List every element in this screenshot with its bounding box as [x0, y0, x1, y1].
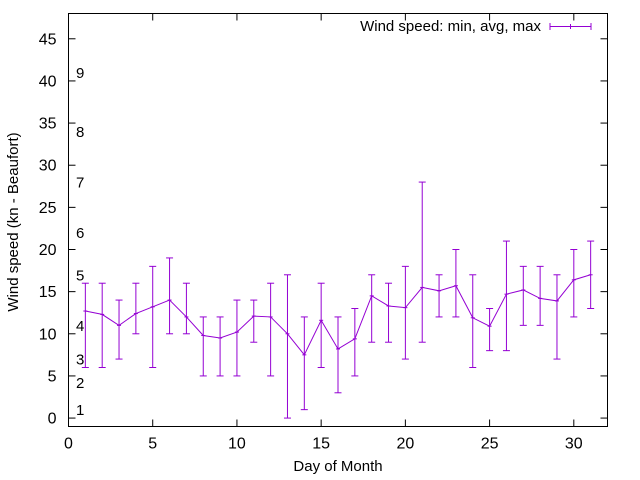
y-tick-label: 15 — [39, 284, 57, 301]
x-axis-label: Day of Month — [293, 458, 382, 475]
y-tick-label: 20 — [39, 242, 57, 259]
beaufort-label: 4 — [76, 318, 84, 335]
y-tick-label: 5 — [48, 368, 57, 385]
beaufort-label: 9 — [76, 65, 84, 82]
y-tick-label: 35 — [39, 116, 57, 133]
y-tick-label: 40 — [39, 73, 57, 90]
x-tick-label: 10 — [228, 436, 246, 453]
x-tick-labels: 0 5 10 15 20 25 30 — [64, 436, 583, 453]
y-tick-label: 0 — [48, 411, 57, 428]
x-tick-label: 0 — [64, 436, 73, 453]
x-tick-label: 20 — [396, 436, 414, 453]
y-axis-label: Wind speed (kn - Beaufort) — [5, 132, 22, 311]
axis-ticks — [68, 13, 608, 427]
beaufort-label: 5 — [76, 267, 84, 284]
average-line — [83, 274, 593, 356]
error-bars — [81, 181, 595, 419]
beaufort-label: 8 — [76, 124, 84, 141]
y-tick-labels: 0 5 10 15 20 25 30 35 40 45 — [39, 31, 57, 427]
beaufort-label: 1 — [76, 402, 84, 419]
beaufort-scale-labels: 1 2 3 4 5 6 7 8 9 — [76, 65, 84, 419]
legend: Wind speed: min, avg, max — [360, 18, 592, 35]
beaufort-label: 6 — [76, 225, 84, 242]
x-tick-label: 25 — [481, 436, 499, 453]
y-tick-label: 10 — [39, 326, 57, 343]
beaufort-label: 2 — [76, 375, 84, 392]
plot-frame — [68, 13, 608, 427]
x-tick-label: 5 — [148, 436, 157, 453]
legend-sample — [549, 23, 592, 30]
legend-label: Wind speed: min, avg, max — [360, 18, 541, 35]
y-tick-label: 45 — [39, 31, 57, 48]
x-tick-label: 15 — [312, 436, 330, 453]
y-tick-label: 25 — [39, 200, 57, 217]
y-tick-label: 30 — [39, 158, 57, 175]
x-tick-label: 30 — [565, 436, 583, 453]
beaufort-label: 3 — [76, 352, 84, 369]
beaufort-label: 7 — [76, 175, 84, 192]
